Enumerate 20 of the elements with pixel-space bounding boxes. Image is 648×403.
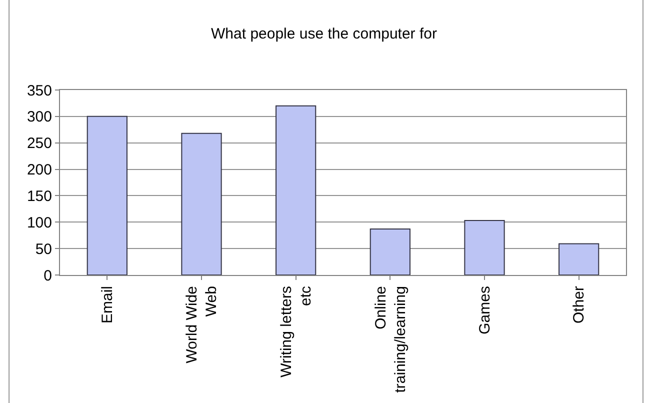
x-tick-label: Email: [99, 286, 116, 324]
y-tick-label: 50: [35, 240, 52, 258]
y-tick-label: 150: [26, 188, 52, 205]
bar: [276, 105, 316, 275]
bar: [86, 116, 128, 275]
bar: [370, 228, 410, 275]
y-tick-label: 250: [26, 135, 52, 152]
x-tick-label: World Wide Web: [184, 286, 220, 364]
y-tick-label: 350: [26, 82, 52, 100]
y-tick-label: 200: [26, 162, 52, 179]
bar: [464, 220, 505, 275]
bar: [558, 243, 600, 275]
bar: [181, 132, 222, 275]
y-tick-label: 300: [26, 108, 52, 126]
chart-title: What people use the computer for: [211, 26, 437, 43]
x-tick-label: Other: [570, 286, 588, 324]
x-tick-label: Games: [476, 286, 494, 334]
x-tick-label: Writing letters etc: [278, 286, 314, 378]
y-tick-label: 100: [26, 214, 52, 232]
y-tick-label: 0: [44, 267, 52, 284]
